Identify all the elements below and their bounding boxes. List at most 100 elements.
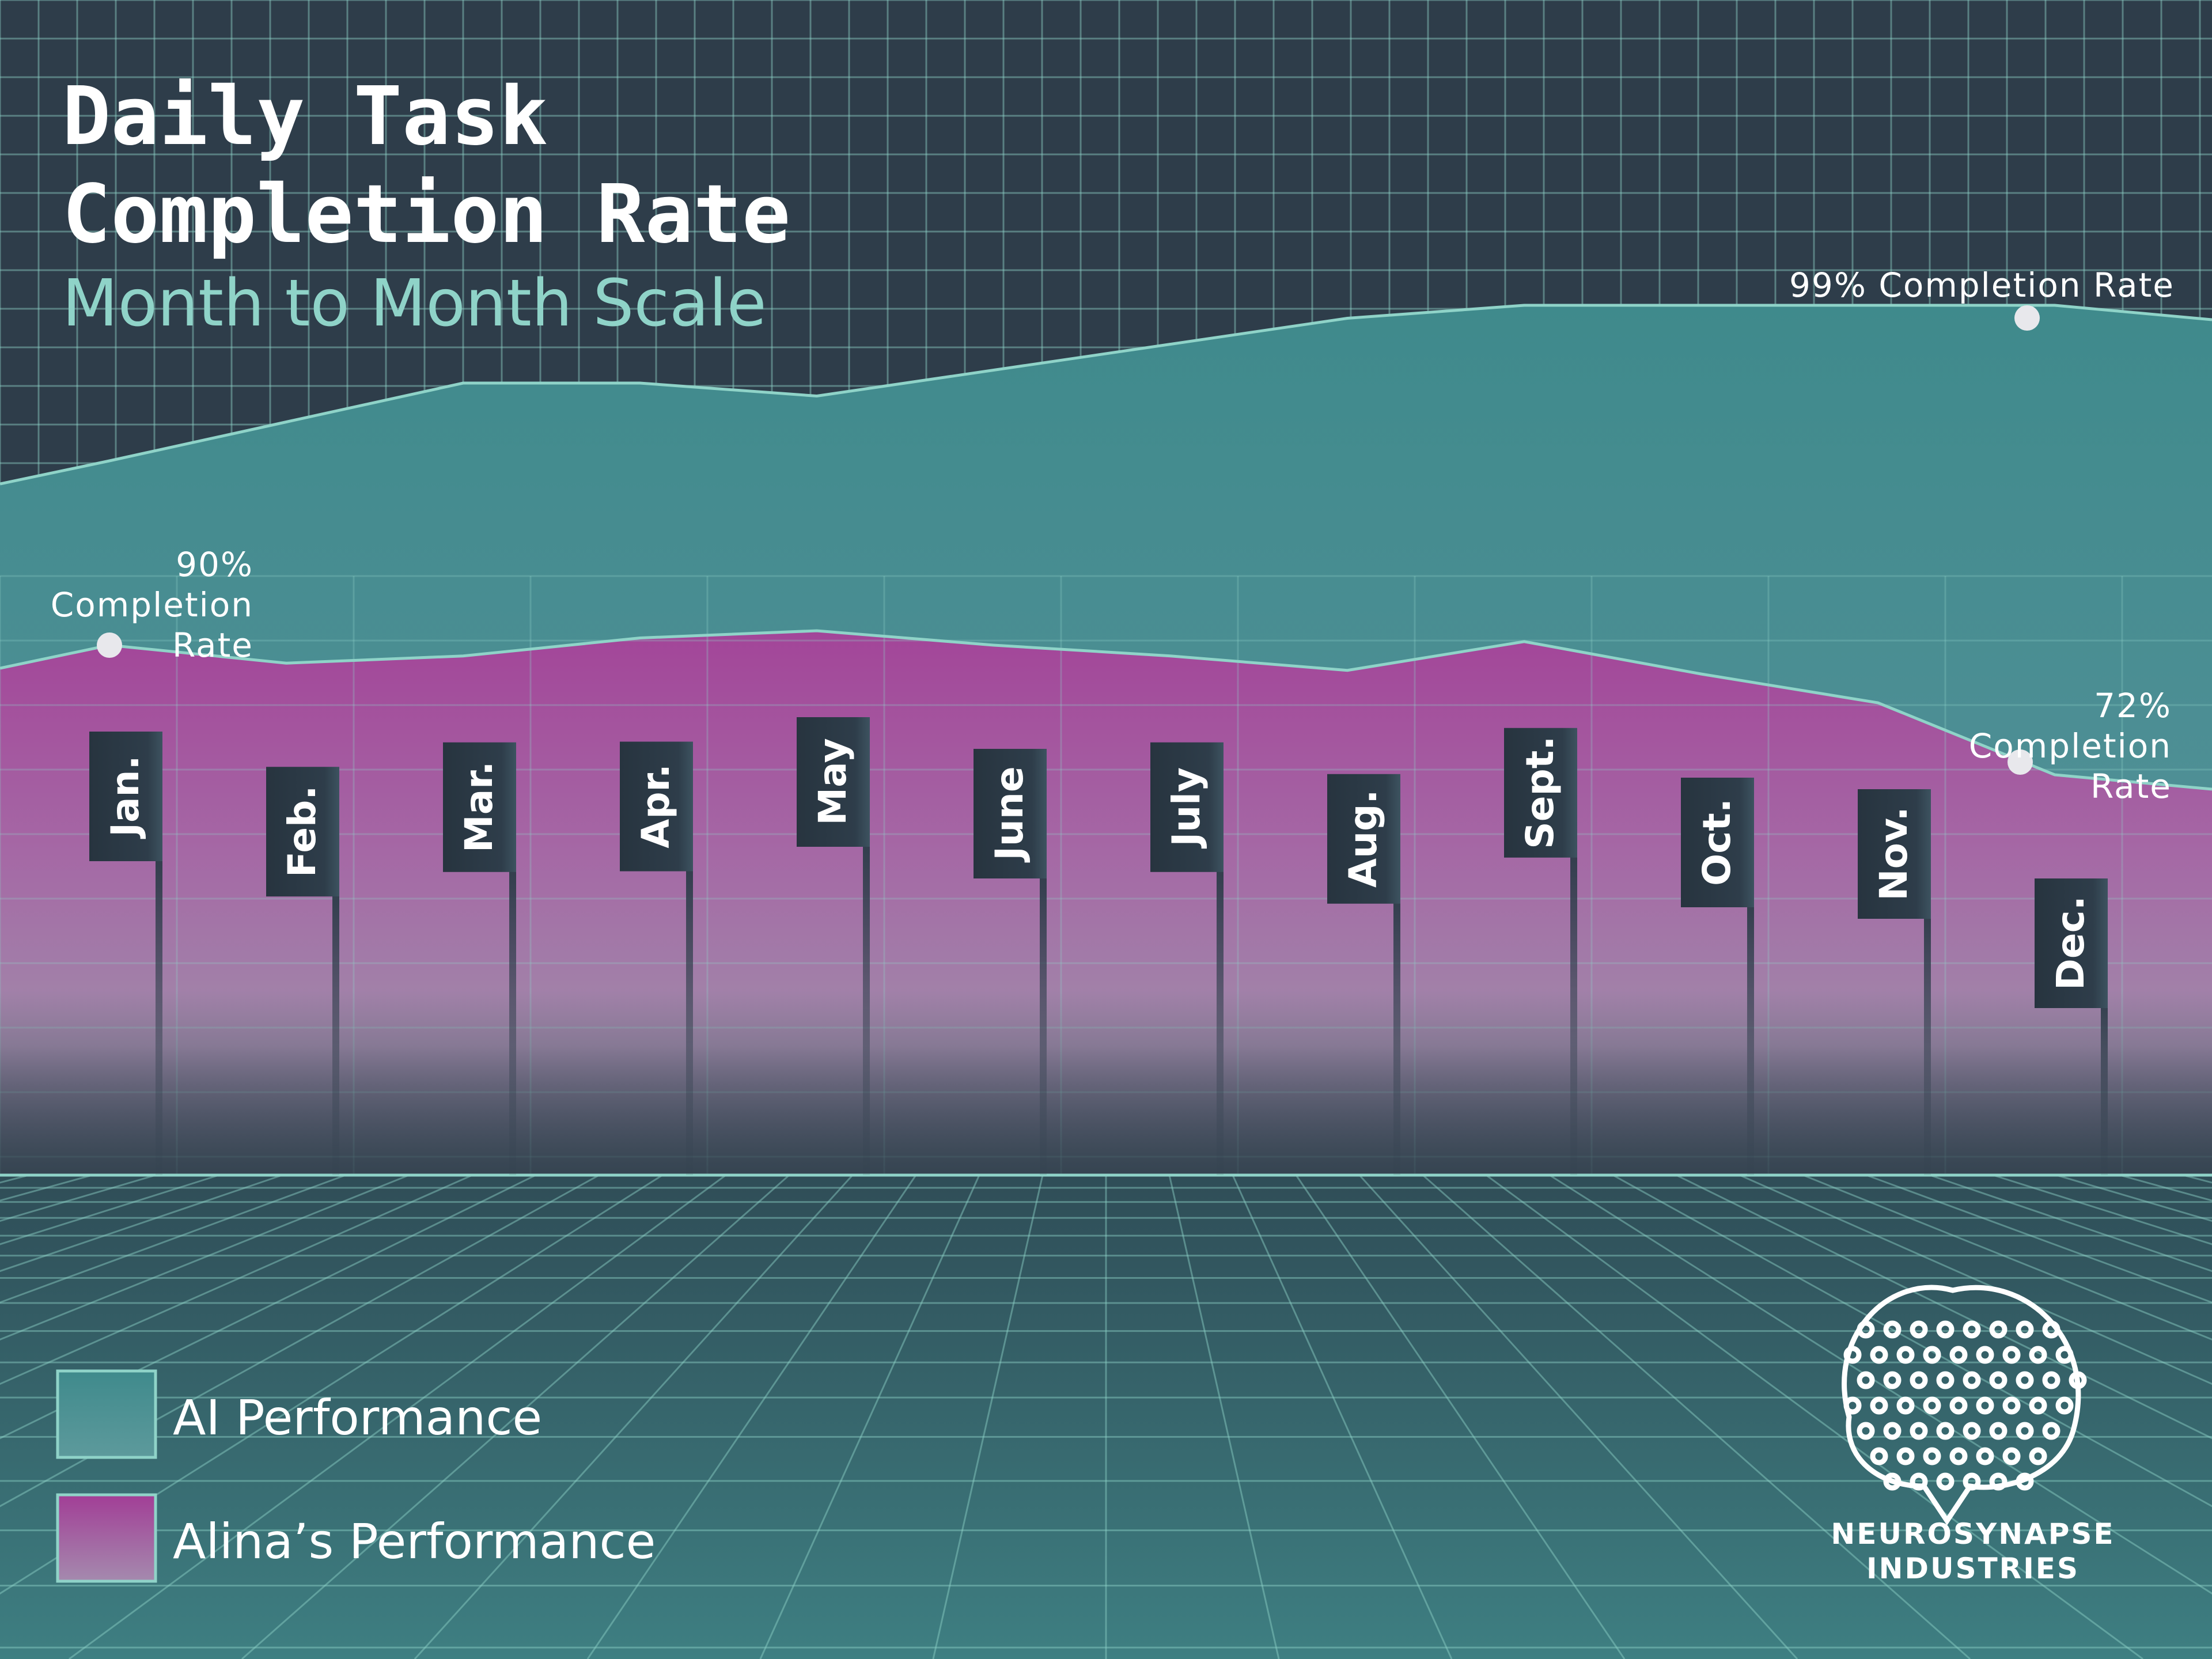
circuit-node: [1870, 1447, 1888, 1465]
circuit-node: [1923, 1447, 1941, 1465]
title-line-1: Daily Task: [62, 70, 548, 164]
month-label: May: [810, 738, 855, 825]
circuit-node: [1976, 1346, 1994, 1364]
circuit-node: [2016, 1472, 2034, 1491]
legend-swatch-ai: [56, 1369, 157, 1459]
circuit-node: [2042, 1371, 2061, 1389]
floor-line-v: [0, 1174, 536, 1440]
circuit-node: [2016, 1320, 2034, 1339]
floor-line-v: [414, 1174, 854, 1659]
circuit-node: [2016, 1371, 2034, 1389]
flag-banner: [1150, 742, 1224, 872]
month-label: June: [987, 766, 1032, 862]
alina-start-marker: [97, 632, 122, 658]
circuit-node: [1910, 1472, 1928, 1491]
circuit-node: [1857, 1422, 1875, 1440]
flag-banner: [89, 732, 162, 861]
circuit-node: [2029, 1396, 2047, 1415]
month-label: Feb.: [280, 786, 324, 878]
alina-start-annotation-line-2: Completion: [51, 585, 253, 624]
floor-line-v: [0, 1174, 283, 1272]
month-label: Aug.: [1341, 790, 1385, 888]
circuit-node: [1910, 1422, 1928, 1440]
month-flag: Sept.: [1504, 728, 1577, 1175]
horizon-fade: [0, 991, 2212, 1175]
legend-label-alina: Alina’s Performance: [173, 1513, 656, 1570]
circuit-node: [1989, 1422, 2008, 1440]
flag-banner: [620, 741, 693, 872]
circuit-node: [2002, 1396, 2021, 1415]
month-label: Jan.: [103, 755, 147, 839]
circuit-node: [1857, 1320, 1875, 1339]
month-label: July: [1164, 767, 1209, 849]
subtitle: Month to Month Scale: [62, 266, 767, 341]
floor-line-v: [0, 1174, 346, 1304]
flag-banner: [797, 717, 870, 847]
floor-line-v: [0, 1174, 663, 1595]
circuit-node: [1870, 1346, 1888, 1364]
alina-performance-line: [0, 629, 2212, 791]
logo-line-2: INDUSTRIES: [1866, 1552, 2080, 1585]
circuit-node: [1857, 1371, 1875, 1389]
floor-line-v: [69, 1174, 726, 1659]
legend-item-ai: AI Performance: [56, 1369, 542, 1459]
floor-line-v: [1802, 1174, 2212, 1340]
legend: AI Performance Alina’s Performance: [56, 1369, 656, 1583]
flag-pole: [1217, 857, 1224, 1175]
circuit-node: [1936, 1320, 1955, 1339]
floor-line-v: [759, 1175, 980, 1659]
circuit-node: [1910, 1320, 1928, 1339]
flag-banner: [443, 742, 516, 872]
alina-start-annotation: 90% Completion Rate: [51, 545, 253, 665]
circuit-node: [1963, 1320, 1981, 1339]
flag-pole: [1747, 893, 1754, 1175]
floor-line-v: [1232, 1175, 1453, 1659]
floor-line-v: [1358, 1174, 1798, 1659]
month-flag: Mar.: [443, 742, 516, 1175]
alina-end-marker: [2008, 749, 2033, 775]
circuit-node: [1883, 1472, 1902, 1491]
month-flag: Aug.: [1327, 774, 1400, 1175]
circuit-node: [2055, 1396, 2074, 1415]
month-flag: May: [797, 717, 870, 1175]
floor-line-v: [1739, 1174, 2212, 1385]
circuit-node: [1896, 1346, 1915, 1364]
month-label: Apr.: [634, 764, 678, 849]
floor-line-v: [241, 1174, 790, 1659]
flag-pole: [156, 847, 162, 1175]
circuit-node: [1949, 1447, 1968, 1465]
month-flag: Nov.: [1858, 789, 1931, 1175]
month-label: Dec.: [2048, 896, 2093, 990]
circuit-node: [1870, 1396, 1888, 1415]
title-line-2: Completion Rate: [62, 168, 790, 262]
circuit-node: [1936, 1472, 1955, 1491]
circuit-node: [1936, 1371, 1955, 1389]
flag-pole: [509, 857, 516, 1175]
circuit-node: [1843, 1396, 1862, 1415]
flag-pole: [1570, 843, 1577, 1175]
floor-line-v: [1295, 1175, 1626, 1659]
circuit-node: [1976, 1396, 1994, 1415]
alina-start-annotation-line-3: Rate: [172, 626, 253, 665]
floor-line-v: [1168, 1175, 1280, 1659]
circuit-node: [2002, 1346, 2021, 1364]
circuit-node: [1883, 1371, 1902, 1389]
alina-end-annotation-line-1: 72%: [2094, 686, 2172, 725]
circuit-node: [1949, 1396, 1968, 1415]
circuit-node: [1843, 1346, 1862, 1364]
floor-line-v: [1676, 1174, 2212, 1440]
flag-pole: [686, 857, 693, 1175]
circuit-node: [1963, 1422, 1981, 1440]
flag-pole: [863, 832, 870, 1175]
flag-banner: [1858, 789, 1931, 919]
month-label: Sept.: [1518, 736, 1562, 849]
month-label: Nov.: [1872, 806, 1916, 900]
logo: NEUROSYNAPSE INDUSTRIES: [1831, 1285, 2113, 1585]
flag-pole: [1040, 864, 1047, 1175]
circuit-node: [2002, 1447, 2021, 1465]
floor-line-v: [0, 1174, 410, 1340]
flag-banner: [266, 767, 339, 897]
circuit-node: [2029, 1346, 2047, 1364]
flag-banner: [1681, 778, 1754, 907]
